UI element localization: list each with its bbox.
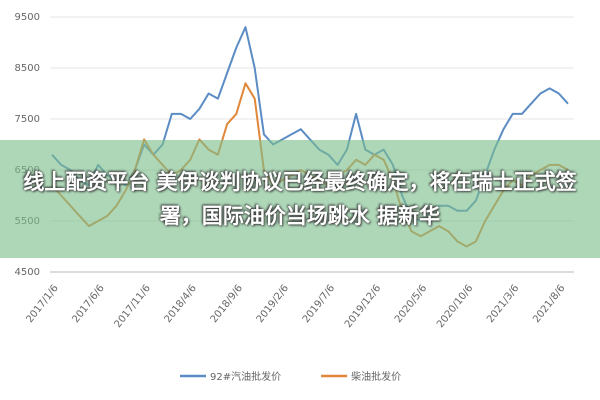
y-tick-label: 7500: [15, 114, 40, 125]
x-tick-label: 2021/3/6: [485, 283, 521, 325]
x-tick-label: 2017/6/6: [70, 283, 106, 325]
y-tick-label: 4500: [15, 267, 40, 278]
overlay-text: 线上配资平台 美伊谈判协议已经最终确定，将在瑞士正式签署，国际油价当场跳水 据新…: [23, 170, 577, 228]
x-tick-label: 2019/12/6: [343, 283, 383, 330]
x-tick-label: 2020/10/6: [435, 283, 475, 330]
x-tick-label: 2017/1/6: [24, 283, 60, 325]
overlay-banner: 线上配资平台 美伊谈判协议已经最终确定，将在瑞士正式签署，国际油价当场跳水 据新…: [0, 140, 600, 258]
x-tick-label: 2018/4/6: [163, 283, 199, 325]
x-tick-label: 2017/11/6: [113, 283, 153, 330]
y-tick-label: 9500: [15, 12, 40, 23]
legend-label: 92#汽油批发价: [210, 370, 281, 383]
x-tick-label: 2021/8/6: [531, 283, 567, 325]
x-tick-label: 2019/7/6: [301, 283, 337, 325]
legend-label: 柴油批发价: [351, 370, 401, 383]
x-tick-label: 2019/2/6: [255, 283, 291, 325]
x-tick-label: 2018/9/6: [209, 283, 245, 325]
x-tick-label: 2020/5/6: [393, 283, 429, 325]
y-tick-label: 8500: [15, 63, 40, 74]
